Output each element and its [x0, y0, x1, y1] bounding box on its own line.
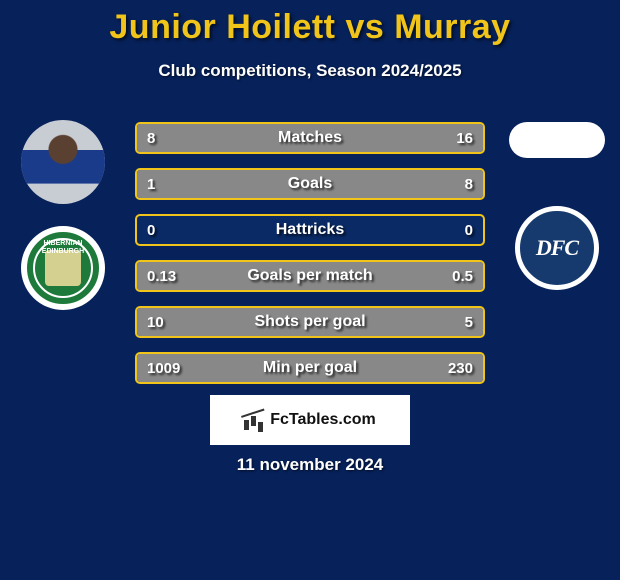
stat-value-right: 230 [448, 354, 473, 382]
stat-row: 1009Min per goal230 [135, 352, 485, 384]
stat-value-right: 16 [456, 124, 473, 152]
stat-row: 0Hattricks0 [135, 214, 485, 246]
stat-value-right: 8 [465, 170, 473, 198]
right-player-column [502, 120, 612, 290]
subtitle: Club competitions, Season 2024/2025 [0, 61, 620, 81]
stat-label: Matches [137, 124, 483, 152]
stats-bars: 8Matches161Goals80Hattricks00.13Goals pe… [135, 122, 485, 398]
stat-label: Min per goal [137, 354, 483, 382]
stat-value-right: 5 [465, 308, 473, 336]
club-badge-left-inner [45, 250, 81, 286]
stat-label: Goals per match [137, 262, 483, 290]
stat-value-right: 0.5 [452, 262, 473, 290]
brand-text: FcTables.com [270, 411, 376, 429]
brand-chart-icon [244, 410, 264, 430]
stat-row: 8Matches16 [135, 122, 485, 154]
stat-label: Hattricks [137, 216, 483, 244]
club-badge-right [515, 206, 599, 290]
left-player-column [8, 120, 118, 310]
stat-value-right: 0 [465, 216, 473, 244]
branding-box: FcTables.com [210, 395, 410, 445]
stat-label: Shots per goal [137, 308, 483, 336]
stat-row: 1Goals8 [135, 168, 485, 200]
club-badge-left [21, 226, 105, 310]
stat-row: 0.13Goals per match0.5 [135, 260, 485, 292]
player-left-photo [21, 120, 105, 204]
stat-label: Goals [137, 170, 483, 198]
date-label: 11 november 2024 [0, 455, 620, 475]
stat-row: 10Shots per goal5 [135, 306, 485, 338]
player-right-photo [509, 122, 605, 158]
page-title: Junior Hoilett vs Murray [0, 0, 620, 47]
